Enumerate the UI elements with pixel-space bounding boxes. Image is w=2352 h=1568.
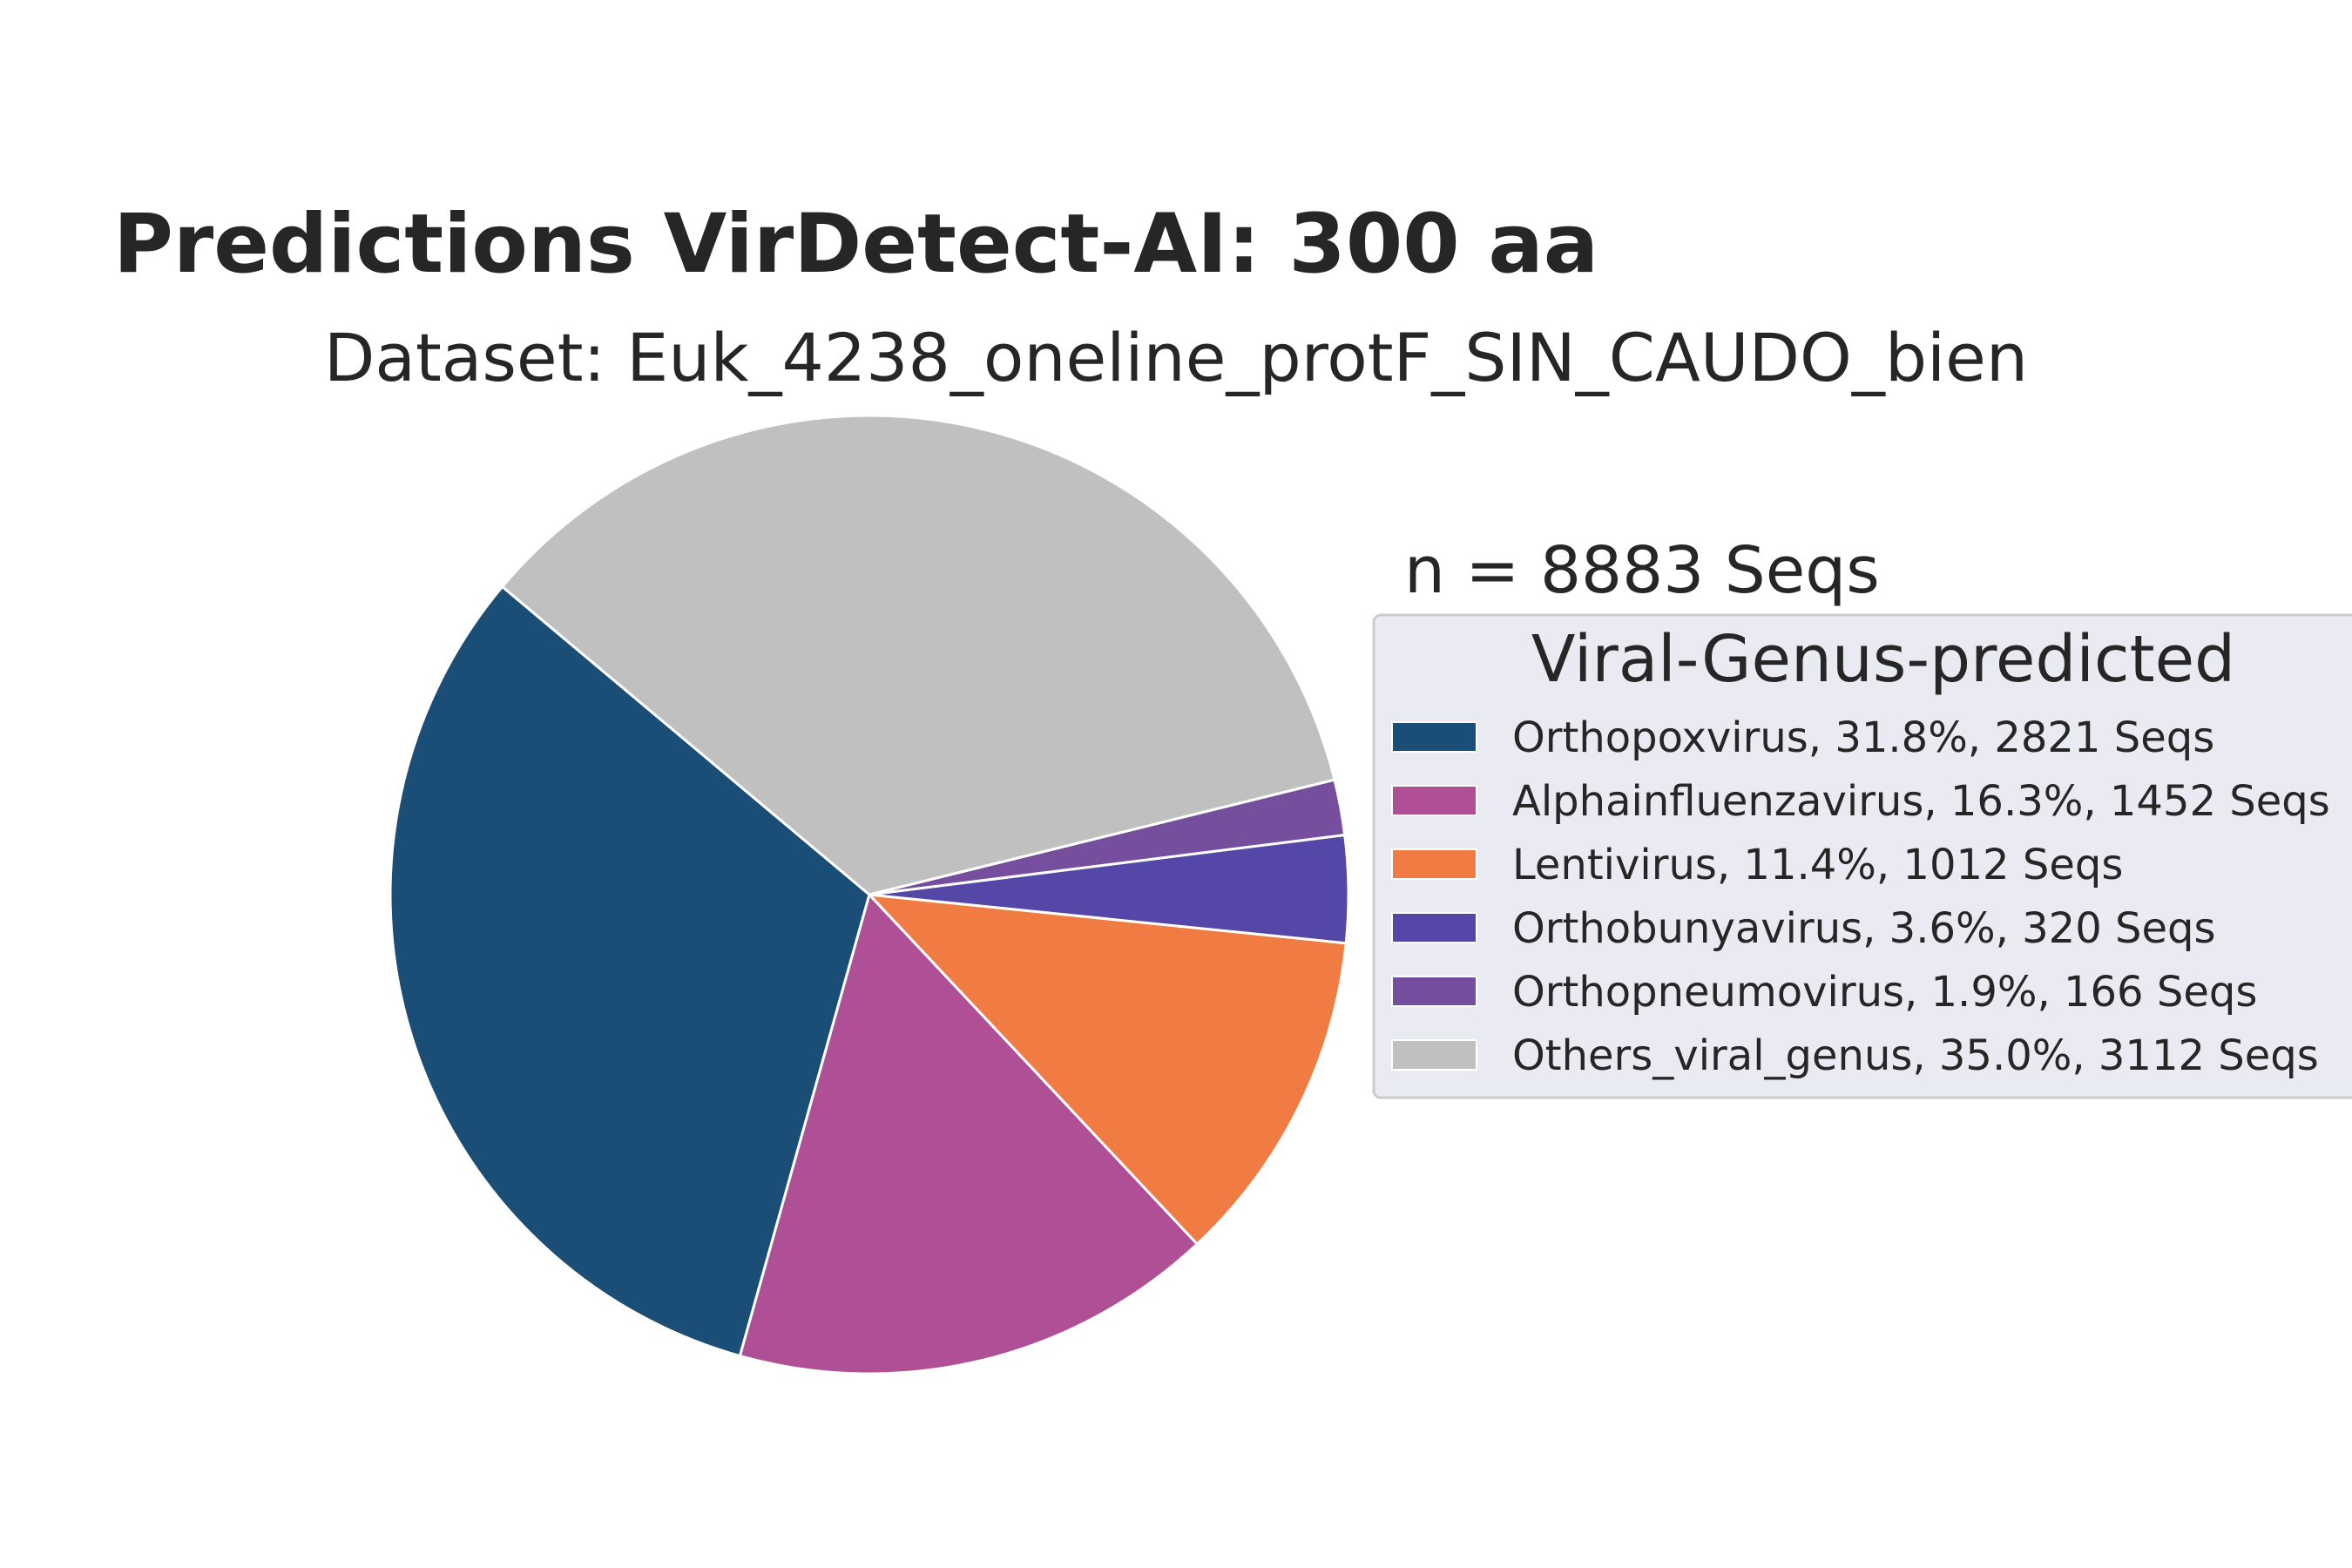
legend-swatch-2 xyxy=(1391,848,1477,880)
legend-title: Viral-Genus-predicted xyxy=(1531,622,2235,697)
legend-label-0: Orthopoxvirus, 31.8%, 2821 Seqs xyxy=(1512,713,2214,762)
legend-swatch-1 xyxy=(1391,785,1477,816)
legend-label-5: Others_viral_genus, 35.0%, 3112 Seqs xyxy=(1512,1031,2319,1080)
legend-swatch-5 xyxy=(1391,1039,1477,1071)
pie-slice-5 xyxy=(501,414,1336,896)
pie-slice-0 xyxy=(389,585,871,1358)
legend-swatch-4 xyxy=(1391,976,1477,1007)
legend: Viral-Genus-predicted Orthopoxvirus, 31.… xyxy=(1372,613,2352,1099)
chart-subtitle: Dataset: Euk_4238_oneline_protF_SIN_CAUD… xyxy=(324,319,2028,396)
legend-swatch-3 xyxy=(1391,912,1477,943)
pie-slices xyxy=(389,414,1350,1375)
legend-items: Orthopoxvirus, 31.8%, 2821 Seqs Alphainfl… xyxy=(1391,713,2330,1080)
legend-label-4: Orthopneumovirus, 1.9%, 166 Seqs xyxy=(1512,968,2257,1017)
legend-label-2: Lentivirus, 11.4%, 1012 Seqs xyxy=(1512,841,2123,889)
sequence-count-annotation: n = 8883 Seqs xyxy=(1404,533,1880,608)
pie-slice-1 xyxy=(738,893,1199,1375)
pie-slice-2 xyxy=(868,893,1348,1246)
legend-swatch-0 xyxy=(1391,721,1477,753)
legend-label-1: Alphainfluenzavirus, 16.3%, 1452 Seqs xyxy=(1512,777,2330,826)
legend-box xyxy=(1372,613,2352,1099)
chart-title: Predictions VirDetect-AI: 300 aa xyxy=(113,197,1598,292)
legend-label-3: Orthobunyavirus, 3.6%, 320 Seqs xyxy=(1512,904,2216,953)
